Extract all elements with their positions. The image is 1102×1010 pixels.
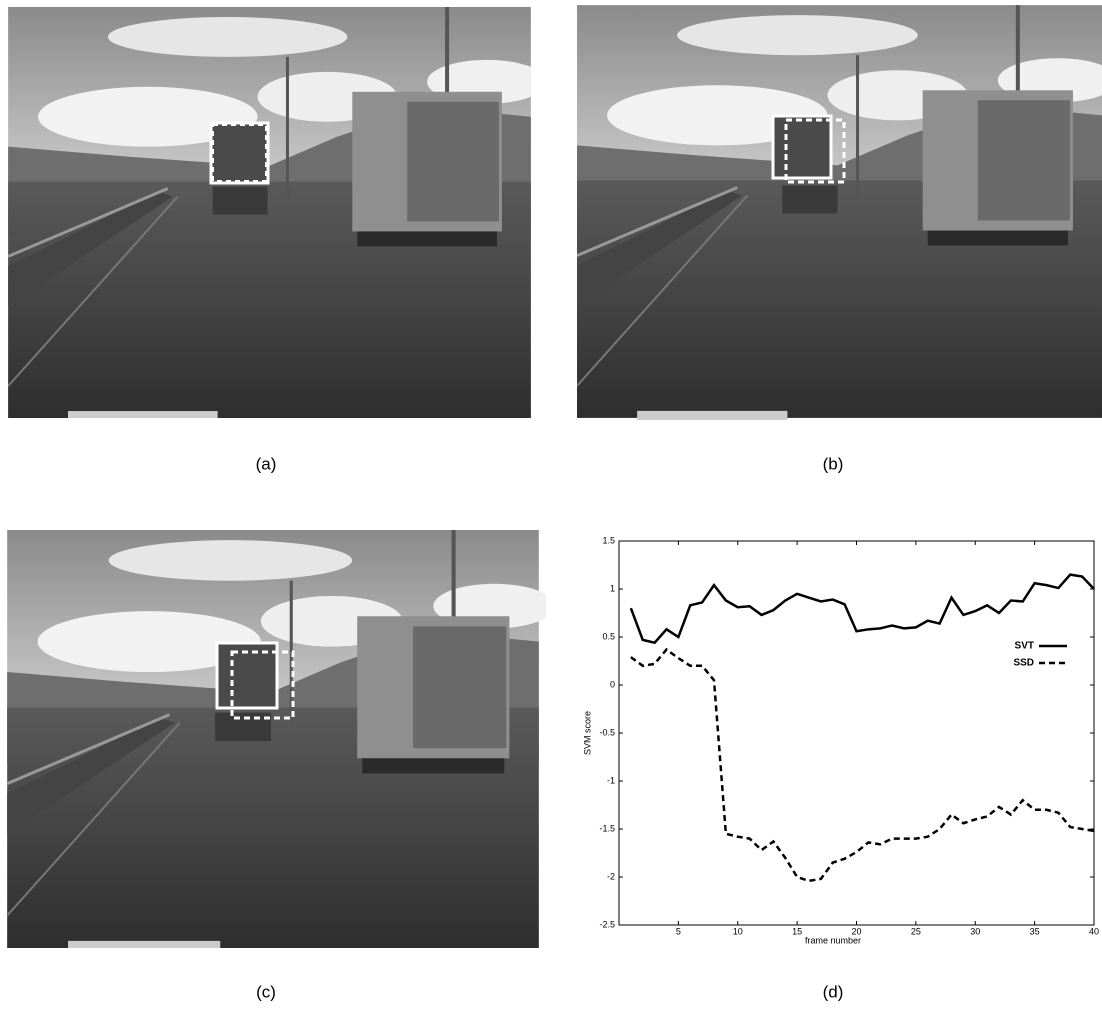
y-tick-label: -1 bbox=[607, 775, 615, 785]
plot-frame bbox=[619, 541, 1094, 925]
x-tick-label: 35 bbox=[1030, 926, 1040, 936]
x-axis-label: frame number bbox=[805, 935, 861, 945]
x-tick-label: 10 bbox=[733, 926, 743, 936]
caption: (b) bbox=[823, 454, 844, 473]
x-tick-label: 15 bbox=[792, 926, 802, 936]
x-tick-label: 40 bbox=[1089, 926, 1099, 936]
caption: (d) bbox=[823, 982, 844, 1001]
photo-a bbox=[8, 7, 547, 421]
y-tick-label: 1.5 bbox=[602, 535, 615, 545]
photo-c bbox=[7, 530, 555, 951]
x-tick-label: 25 bbox=[911, 926, 921, 936]
x-tick-label: 5 bbox=[676, 926, 681, 936]
legend-label: SSD bbox=[1013, 658, 1034, 669]
legend-label: SVT bbox=[1015, 641, 1034, 652]
caption: (c) bbox=[256, 982, 276, 1001]
x-tick-label: 20 bbox=[851, 926, 861, 936]
y-tick-label: 1 bbox=[610, 583, 615, 593]
x-tick-label: 30 bbox=[970, 926, 980, 936]
y-tick-label: 0.5 bbox=[602, 631, 615, 641]
y-tick-label: -1.5 bbox=[599, 823, 615, 833]
y-axis-label: SVM score bbox=[582, 711, 592, 755]
y-tick-label: -2 bbox=[607, 871, 615, 881]
y-tick-label: -2.5 bbox=[599, 919, 615, 929]
y-tick-label: -0.5 bbox=[599, 727, 615, 737]
figure: (a) (b) (c) (d) frame number SVM score 5… bbox=[0, 0, 1102, 1005]
photo-b bbox=[577, 5, 1102, 421]
caption: (a) bbox=[256, 454, 277, 473]
y-tick-label: 0 bbox=[610, 679, 615, 689]
